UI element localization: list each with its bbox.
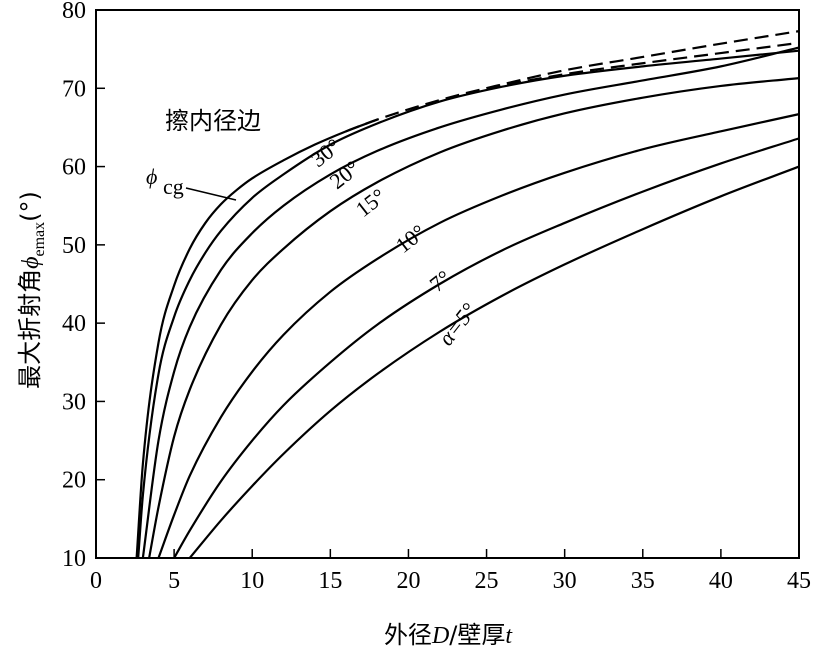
annotation-label: 擦内径边: [165, 107, 261, 135]
y-tick-label: 80: [62, 0, 86, 24]
series-line-30-: [137, 49, 800, 559]
x-tick-label: 30: [553, 568, 577, 594]
y-tick-label: 50: [62, 233, 86, 259]
x-tick-label: 15: [318, 568, 342, 594]
curves: [135, 30, 800, 559]
phi-cg-label: ϕ cg: [146, 164, 237, 201]
series-line-10-: [157, 113, 800, 559]
y-axis-title: 最大折射角ϕemax(°): [16, 191, 48, 389]
series-line-20-: [141, 46, 800, 559]
x-tick-label: 35: [631, 568, 655, 594]
label-15deg: 15°: [351, 183, 391, 222]
x-tick-label: 20: [396, 568, 420, 594]
label-7deg: 7°: [425, 265, 456, 297]
plot-frame: [95, 9, 800, 559]
series-line--cg: [135, 118, 378, 559]
x-tick-label: 40: [709, 568, 733, 594]
x-tick-label: 0: [90, 568, 102, 594]
y-tick-label: 20: [62, 468, 86, 494]
x-tick-label: 5: [168, 568, 180, 594]
label-10deg: 10°: [391, 219, 431, 258]
y-tick-label: 70: [62, 76, 86, 102]
axis-ticks: 0 5 10 15 20 25 30 35 40 45 10 20 30 40 50 60 70 80: [62, 0, 811, 594]
x-tick-label: 45: [787, 568, 811, 594]
y-tick-label: 60: [62, 155, 86, 181]
phi-cg-leader-line: [185, 187, 237, 201]
series-line--5-: [188, 165, 800, 559]
series-line-dashed-1: [345, 30, 800, 133]
svg-text:ϕ: ϕ: [146, 164, 157, 189]
y-tick-label: 10: [62, 546, 86, 572]
x-axis-title: 外径D/壁厚t: [384, 621, 513, 649]
x-tick-label: 10: [240, 568, 264, 594]
series-line-15-: [148, 77, 800, 559]
series-line-7-: [173, 137, 800, 559]
series-line-dashed-2: [486, 41, 800, 90]
y-tick-label: 30: [62, 389, 86, 415]
x-tick-label: 25: [475, 568, 499, 594]
label-alpha-5deg: α=5°: [433, 298, 481, 350]
svg-text:cg: cg: [163, 174, 184, 199]
y-tick-label: 40: [62, 311, 86, 337]
